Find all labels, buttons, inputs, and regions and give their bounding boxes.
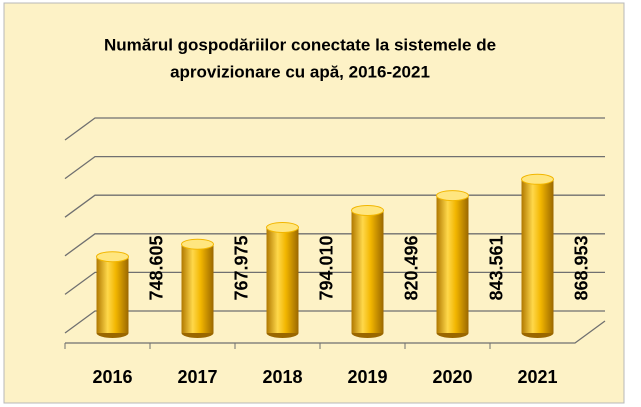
bar (96, 256, 129, 333)
bar-top (96, 251, 129, 263)
value-label: 748.605 (146, 235, 166, 300)
x-tick-label: 2020 (432, 367, 472, 387)
value-label: 794.010 (316, 235, 336, 300)
grid-line (64, 155, 605, 180)
bar-top (181, 238, 214, 250)
grid-line (64, 310, 605, 334)
x-tick-label: 2018 (262, 367, 302, 387)
bar (436, 195, 469, 333)
grid-line (64, 233, 605, 257)
grid-line (64, 194, 605, 218)
bar (266, 227, 299, 333)
bar-top (266, 221, 299, 233)
value-label: 767.975 (231, 235, 251, 300)
grid-line (64, 117, 605, 141)
bar (521, 179, 554, 333)
value-label: 868.953 (571, 235, 591, 300)
bar (181, 244, 214, 333)
bar (351, 210, 384, 333)
chart-title: aprovizionare cu apă, 2016-2021 (170, 62, 430, 81)
grid-line (64, 271, 605, 295)
value-label: 820.496 (401, 235, 421, 300)
chart-title: Numărul gospodăriilor conectate la siste… (104, 35, 496, 54)
bar-top (521, 173, 554, 185)
bar-top (351, 204, 384, 216)
x-tick-label: 2021 (517, 367, 557, 387)
x-tick-label: 2017 (177, 367, 217, 387)
bar-top (436, 190, 469, 202)
x-tick-label: 2016 (92, 367, 132, 387)
value-label: 843.561 (486, 235, 506, 300)
x-tick-label: 2019 (347, 367, 387, 387)
